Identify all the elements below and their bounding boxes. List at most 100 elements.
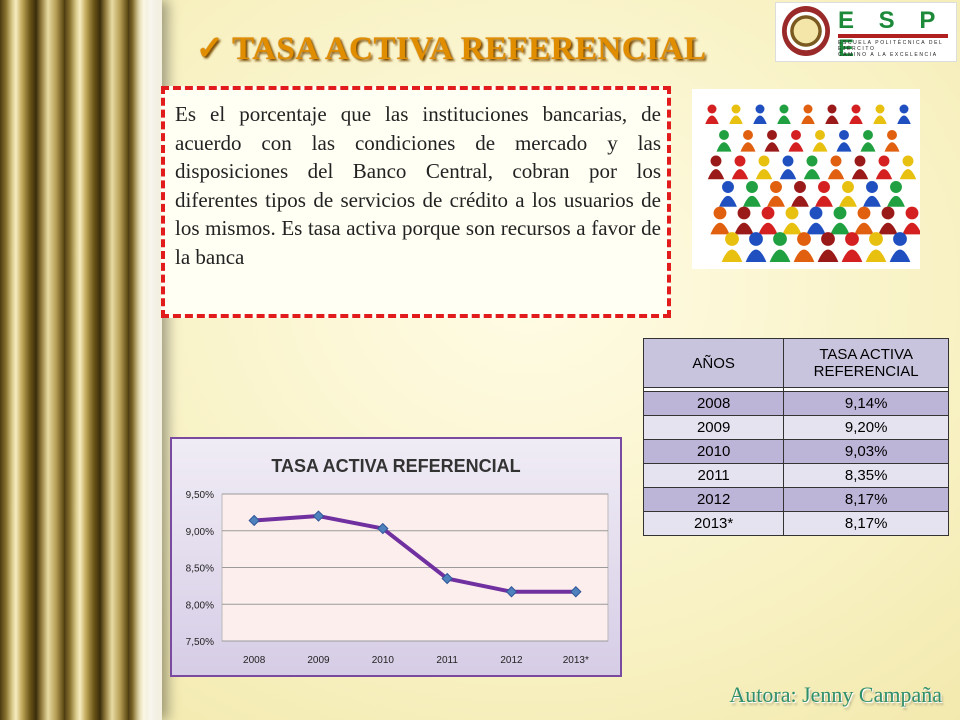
- pawn-icon: [825, 104, 839, 124]
- pawn-icon: [777, 104, 791, 124]
- cell-year: 2009: [642, 415, 785, 440]
- pawn-icon: [884, 130, 900, 152]
- chart-title: TASA ACTIVA REFERENCIAL: [271, 456, 520, 476]
- pawn-icon: [812, 130, 828, 152]
- header-rate: TASA ACTIVA REFERENCIAL: [783, 338, 949, 388]
- pawn-icon: [791, 181, 809, 207]
- cell-rate: 8,17%: [783, 511, 949, 536]
- pawn-icon: [707, 155, 725, 180]
- pawn-icon: [815, 181, 833, 207]
- pawn-icon: [902, 206, 920, 235]
- pawn-icon: [873, 104, 887, 124]
- x-tick-label: 2011: [436, 655, 458, 666]
- logo-institution: ESCUELA POLITÉCNICA DEL EJÉRCITO: [838, 40, 944, 52]
- pawn-icon: [851, 155, 869, 180]
- cell-year: 2008: [642, 391, 785, 416]
- y-tick-label: 9,00%: [186, 527, 214, 538]
- pawn-icon: [755, 155, 773, 180]
- y-tick-label: 8,50%: [186, 564, 214, 575]
- pawns-image: [692, 89, 920, 269]
- author-credit: Autora: Jenny Campaña: [729, 682, 942, 707]
- logo-bar: [838, 34, 948, 38]
- cell-year: 2012: [642, 487, 785, 512]
- cell-year: 2011: [642, 463, 785, 488]
- pawn-icon: [849, 104, 863, 124]
- cell-rate: 9,14%: [783, 391, 949, 416]
- pawn-icon: [889, 232, 911, 262]
- x-tick-label: 2008: [243, 655, 266, 666]
- pawn-icon: [716, 130, 732, 152]
- pawn-icon: [875, 155, 893, 180]
- data-point: [441, 572, 453, 585]
- logo-name: E S P E: [838, 7, 944, 62]
- pawn-icon: [899, 155, 917, 180]
- table-row: 2012 8,17%: [642, 487, 949, 512]
- data-point: [505, 586, 518, 598]
- data-point: [377, 522, 389, 535]
- pawn-icon: [803, 155, 821, 180]
- x-tick-label: 2013*: [563, 655, 589, 666]
- pawn-icon: [878, 206, 898, 235]
- pawn-icon: [729, 104, 743, 124]
- pawn-icon: [788, 130, 804, 152]
- pawn-icon: [827, 155, 845, 180]
- y-tick-label: 9,50%: [186, 490, 214, 501]
- pawn-icon: [764, 130, 780, 152]
- pawn-icon: [745, 232, 767, 262]
- pawn-icon: [782, 206, 802, 235]
- table-row: 2008 9,14%: [642, 391, 949, 416]
- cell-year: 2013*: [642, 511, 785, 536]
- chart-canvas: TASA ACTIVA REFERENCIAL 9,50% 9,00% 8,50% 8,…: [186, 456, 609, 666]
- table-header-row: AÑOS TASA ACTIVA REFERENCIAL: [642, 338, 949, 388]
- table-row: 2009 9,20%: [642, 415, 949, 440]
- pawn-icon: [863, 181, 881, 207]
- university-seal-icon: [782, 6, 830, 56]
- pawn-icon: [839, 181, 857, 207]
- cell-rate: 8,35%: [783, 463, 949, 488]
- pawn-icon: [779, 155, 797, 180]
- slide-title: ✓ TASA ACTIVA REFERENCIAL: [196, 28, 706, 68]
- data-point: [312, 510, 325, 522]
- line-chart: TASA ACTIVA REFERENCIAL 9,50% 9,00% 8,50% 8,…: [170, 437, 622, 677]
- x-tick-label: 2012: [500, 655, 523, 666]
- pawn-icon: [769, 232, 791, 262]
- cell-rate: 9,20%: [783, 415, 949, 440]
- pawn-icon: [731, 155, 749, 180]
- pawn-icon: [793, 232, 815, 262]
- logo-tagline: CAMINO A LA EXCELENCIA: [838, 52, 938, 58]
- pawn-icon: [836, 130, 852, 152]
- pawn-icon: [806, 206, 826, 235]
- table-row: 2013* 8,17%: [642, 511, 949, 536]
- data-point: [248, 514, 260, 527]
- pawn-icon: [817, 232, 839, 262]
- decorative-column: [0, 0, 162, 720]
- pawn-icon: [887, 181, 905, 207]
- data-point: [570, 586, 582, 598]
- logo-subtitle: ESCUELA POLITÉCNICA DEL EJÉRCITO CAMINO …: [838, 40, 956, 58]
- pawn-icon: [801, 104, 815, 124]
- pawn-icon: [705, 104, 719, 124]
- pawn-icon: [865, 232, 887, 262]
- cell-year: 2010: [642, 439, 785, 464]
- y-tick-label: 8,00%: [186, 600, 214, 611]
- pawn-icon: [753, 104, 767, 124]
- pawn-icon: [767, 181, 785, 207]
- title-text: TASA ACTIVA REFERENCIAL: [232, 31, 707, 67]
- espe-logo: E S P E ESCUELA POLITÉCNICA DEL EJÉRCITO…: [775, 2, 957, 62]
- definition-text: Es el porcentaje que las instituciones b…: [175, 102, 661, 269]
- pawn-icon: [721, 232, 743, 262]
- definition-box: Es el porcentaje que las instituciones b…: [161, 86, 671, 318]
- pawn-icon: [758, 206, 778, 235]
- table-row: 2011 8,35%: [642, 463, 949, 488]
- series-line: [254, 514, 576, 594]
- cell-rate: 9,03%: [783, 439, 949, 464]
- x-tick-label: 2009: [307, 655, 330, 666]
- pawn-icon: [743, 181, 761, 207]
- check-icon: ✓: [196, 31, 225, 67]
- pawn-icon: [710, 206, 730, 235]
- table-row: 2010 9,03%: [642, 439, 949, 464]
- header-years: AÑOS: [642, 338, 785, 388]
- pawn-icon: [719, 181, 737, 207]
- pawn-icon: [841, 232, 863, 262]
- pawn-icon: [830, 206, 850, 235]
